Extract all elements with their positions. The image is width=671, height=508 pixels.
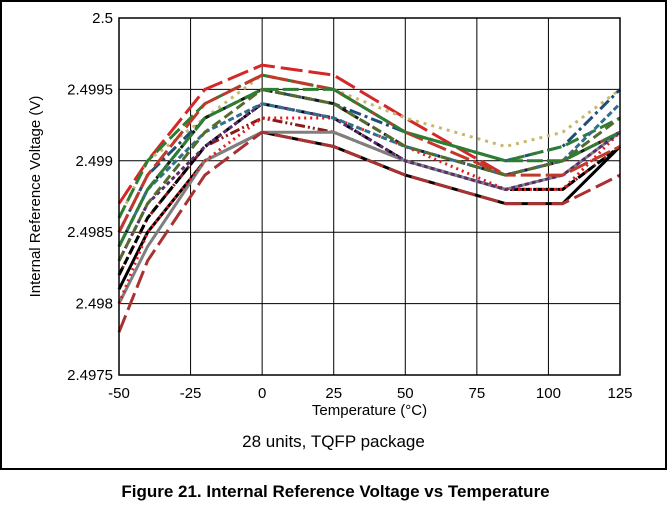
series-line bbox=[117, 87, 621, 248]
series-line bbox=[117, 116, 622, 305]
x-tick-label: 125 bbox=[607, 385, 632, 402]
x-tick-label: 100 bbox=[536, 385, 561, 402]
series-line bbox=[117, 63, 621, 205]
x-axis-label: Temperature (°C) bbox=[312, 402, 427, 419]
x-tick-label: 0 bbox=[258, 385, 266, 402]
series-line bbox=[117, 130, 621, 333]
x-tick-label: 75 bbox=[469, 385, 486, 402]
y-tick-label: 2.4985 bbox=[67, 224, 113, 241]
y-axis-label: Internal Reference Voltage (V) bbox=[27, 96, 44, 298]
line-chart: 2.4975 2.498 2.4985 2.499 2.4995 2.5 -50 -25 0 2… bbox=[27, 10, 633, 419]
figure-caption: Figure 21. Internal Reference Voltage vs… bbox=[121, 482, 550, 501]
series-line bbox=[117, 102, 622, 248]
y-tick-labels: 2.4975 2.498 2.4985 2.499 2.4995 2.5 bbox=[67, 10, 113, 384]
chart-frame bbox=[0, 0, 667, 470]
chart-subtitle: 28 units, TQFP package bbox=[242, 432, 425, 451]
plot-area-border bbox=[118, 17, 621, 376]
series-line bbox=[117, 73, 621, 233]
x-tick-label: -25 bbox=[180, 385, 202, 402]
y-tick-label: 2.498 bbox=[75, 296, 113, 313]
x-tick-label: 50 bbox=[397, 385, 414, 402]
series-group bbox=[117, 63, 622, 333]
y-tick-label: 2.5 bbox=[92, 10, 113, 27]
series-line bbox=[117, 130, 622, 290]
x-tick-label: 25 bbox=[325, 385, 342, 402]
y-tick-label: 2.4995 bbox=[67, 81, 113, 98]
series-line bbox=[117, 87, 621, 262]
y-tick-label: 2.499 bbox=[75, 153, 113, 170]
y-tick-label: 2.4975 bbox=[67, 367, 113, 384]
series-line bbox=[117, 130, 621, 305]
series-line bbox=[117, 87, 621, 248]
x-tick-label: -50 bbox=[108, 385, 130, 402]
grid bbox=[118, 17, 621, 376]
x-tick-labels: -50 -25 0 25 50 75 100 125 bbox=[108, 385, 632, 402]
